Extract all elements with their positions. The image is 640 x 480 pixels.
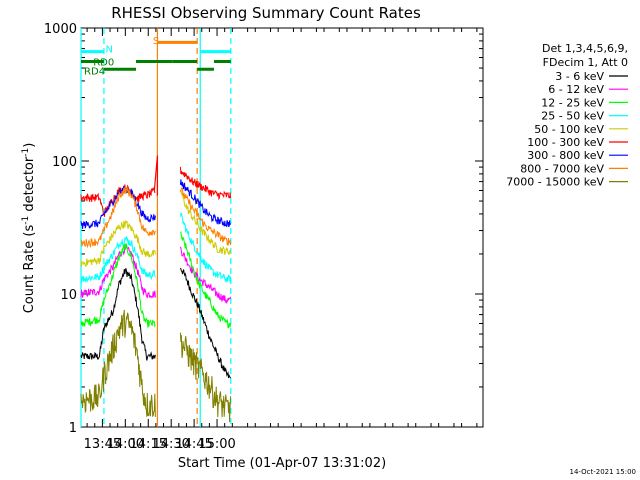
legend-header-line-2: FDecim 1, Att 0 xyxy=(543,56,628,69)
legend-entry-label: 100 - 300 keV xyxy=(527,136,604,149)
legend-entry-label: 800 - 7000 keV xyxy=(520,162,604,175)
series-line xyxy=(80,220,156,268)
legend-entry-label: 6 - 12 keV xyxy=(548,83,604,96)
state-bar-label: RD4 xyxy=(84,66,105,77)
y-axis-label-close: ) xyxy=(22,143,37,148)
x-tick-label: 15:00 xyxy=(198,437,235,452)
legend-entry-label: 3 - 6 keV xyxy=(555,70,604,83)
y-axis-label-tail: detector xyxy=(22,156,37,216)
x-tick-label: 14:45 xyxy=(175,437,212,452)
legend: Det 1,3,4,5,6,9, FDecim 1, Att 0 3 - 6 k… xyxy=(506,42,628,189)
x-tick-label: 13:45 xyxy=(84,437,121,452)
series-line xyxy=(80,309,156,418)
legend-entry-label: 12 - 25 keV xyxy=(541,96,604,109)
series-line xyxy=(80,185,156,249)
y-tick-label: 100 xyxy=(52,155,77,170)
series-line xyxy=(179,332,232,423)
series-line xyxy=(80,243,156,299)
state-bar-label: RD0 xyxy=(93,57,114,68)
y-axis-label-sup: -1 xyxy=(21,216,31,225)
series-line xyxy=(179,187,232,246)
series-line xyxy=(179,212,232,283)
x-tick-label: 14:15 xyxy=(130,437,167,452)
footer-timestamp: 14-Oct-2021 15:00 xyxy=(570,468,636,476)
series-line xyxy=(80,184,156,217)
y-axis-label: Count Rate (s-1 detector-1) xyxy=(21,143,37,314)
series-line xyxy=(179,267,232,379)
series-line xyxy=(179,179,231,228)
series-line xyxy=(80,268,156,361)
y-tick-label: 1000 xyxy=(44,22,77,37)
x-tick-label: 14:30 xyxy=(152,437,189,452)
chart-title: RHESSI Observing Summary Count Rates xyxy=(111,4,421,22)
series-line xyxy=(80,243,156,328)
series-line xyxy=(80,185,156,229)
legend-entry-label: 50 - 100 keV xyxy=(534,123,604,136)
series-spike xyxy=(153,155,159,196)
y-axis-label-main: Count Rate (s xyxy=(22,225,37,314)
series-line xyxy=(179,246,232,305)
series-line xyxy=(80,235,156,284)
x-axis-label: Start Time (01-Apr-07 13:31:02) xyxy=(178,456,386,471)
legend-header-line-1: Det 1,3,4,5,6,9, xyxy=(542,42,628,55)
series-line xyxy=(179,189,232,256)
y-tick-label: 1 xyxy=(69,421,77,436)
y-tick-label: 10 xyxy=(60,288,77,303)
state-bar-label: S xyxy=(153,36,159,47)
legend-entry-label: 300 - 800 keV xyxy=(527,149,604,162)
legend-entry-label: 25 - 50 keV xyxy=(541,110,604,123)
x-tick-label: 14:00 xyxy=(107,437,144,452)
legend-entry-label: 7000 - 15000 keV xyxy=(506,176,604,189)
series-line xyxy=(179,230,232,329)
y-axis-label-sup2: -1 xyxy=(21,148,31,157)
series-line xyxy=(179,166,232,201)
state-bar-label: N xyxy=(105,45,112,56)
